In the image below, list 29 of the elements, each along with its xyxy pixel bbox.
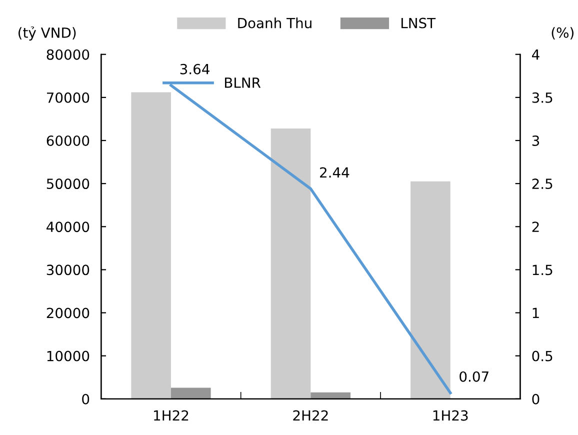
x-tick-label: 2H22 [293, 410, 328, 421]
y2-tick-label: 3 [532, 135, 540, 146]
y2-tick-label: 2.5 [532, 178, 552, 190]
y-tick-label: 60000 [46, 135, 90, 146]
y2-tick-label: 3.5 [532, 92, 552, 103]
y2-axis-title: (%) [552, 27, 574, 40]
x-tick-label: 1H23 [433, 410, 468, 421]
y2-tick-label: 0 [532, 394, 540, 404]
y-tick-label: 50000 [46, 178, 90, 190]
y-tick-label: 40000 [46, 222, 90, 232]
y2-tick-label: 1 [532, 308, 539, 318]
data-label: 3.64 [180, 64, 210, 74]
y-tick-label: 80000 [46, 49, 90, 60]
y-axis-title: (tỷ VND) [18, 26, 76, 41]
y-tick-label: 20000 [46, 308, 90, 318]
y-tick-label: 10000 [47, 350, 90, 362]
y2-tick-label: 0.5 [532, 350, 552, 362]
data-label: 0.07 [460, 371, 488, 382]
text: BLNR [225, 78, 261, 88]
y2-tick-label: 1.5 [532, 264, 552, 276]
y-tick-label: 0 [82, 394, 90, 404]
y-tick-label: 30000 [46, 264, 90, 276]
data-label: 2.44 [320, 167, 350, 178]
y2-tick-label: 4 [532, 50, 540, 60]
y2-tick-label: 2 [532, 222, 539, 232]
legend-label: LNST [402, 18, 436, 28]
x-tick-label: 1H22 [154, 410, 188, 421]
y-tick-label: 70000 [46, 92, 90, 103]
legend-label: Doanh Thu [238, 18, 312, 28]
